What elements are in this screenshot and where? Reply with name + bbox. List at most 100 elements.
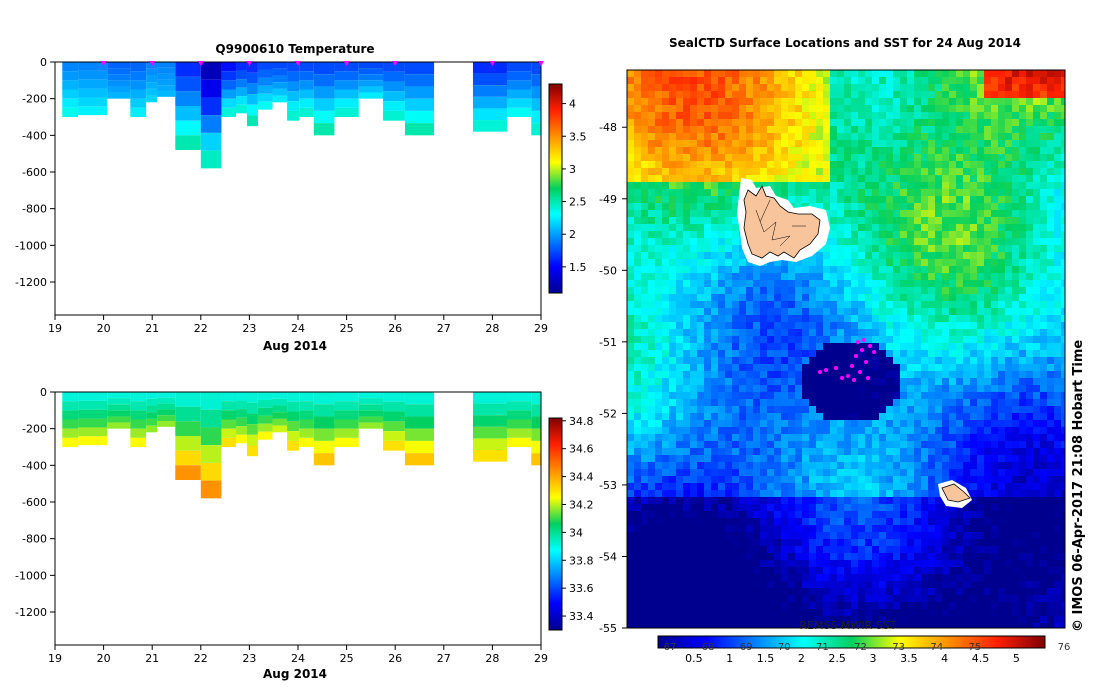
temperature-profile-cell: [200, 79, 222, 98]
salinity-profile-cell: [200, 445, 222, 463]
salinity-profile-cell: [221, 392, 237, 402]
salinity-profile-cell: [404, 428, 435, 441]
sst-colorbar-tick-label: 3.5: [900, 652, 918, 665]
temperature-colorbar-tick-label: 1.5: [569, 261, 587, 274]
seal-location-point: [860, 348, 864, 352]
sst-colorbar-fahrenheit-label: 70: [778, 642, 791, 653]
salinity-colorbar-tick-label: 34: [569, 526, 583, 539]
profile-marker: [100, 61, 107, 66]
salinity-profile-cell: [62, 392, 79, 402]
salinity-profile-cell: [62, 428, 79, 438]
temperature-profile-cell: [334, 80, 359, 90]
salinity-profile-cell: [334, 410, 359, 420]
sst-colorbar-tick-label: 5: [1013, 652, 1020, 665]
salinity-profile-cell: [246, 424, 258, 435]
temperature-profile-cell: [146, 88, 158, 96]
salinity-profile-cell: [130, 410, 147, 420]
salinity-profile-cell: [236, 426, 247, 435]
island-large-land: [743, 185, 821, 259]
salinity-profile-cell: [157, 421, 176, 427]
island-small-land: [941, 483, 971, 503]
salinity-profile-cell: [146, 418, 158, 426]
temperature-profile-cell: [358, 74, 384, 81]
temperature-profile-cell: [221, 71, 237, 81]
salinity-profile-cell: [236, 409, 247, 418]
map-subtitle: REMSS MWIR SST: [800, 619, 897, 632]
salinity-profile-cell: [130, 437, 147, 447]
salinity-profile-cell: [404, 416, 435, 429]
temperature-profile-cell: [506, 62, 532, 72]
seal-location-point: [856, 340, 860, 344]
temperature-profile-cell: [334, 98, 359, 108]
salinity-profile-cell: [236, 400, 247, 410]
temperature-profile-cell: [506, 89, 532, 99]
map-y-tick-label: -48: [599, 121, 617, 134]
salinity-profile-cell: [221, 437, 237, 447]
salinity-profile-cell: [472, 403, 507, 416]
profile-marker: [197, 61, 204, 66]
temperature-profile-cell: [200, 62, 222, 80]
salinity-profile-cell: [200, 409, 222, 428]
temperature-profile-cell: [383, 110, 405, 121]
temperature-profile-cell: [157, 85, 176, 92]
salinity-profile-cell: [62, 419, 79, 429]
sst-colorbar-tick-label: 2: [798, 652, 805, 665]
temperature-profile-cell: [299, 98, 314, 108]
temperature-profile-cell: [157, 73, 176, 80]
salinity-profile-cell: [531, 416, 541, 429]
seal-location-point: [872, 350, 876, 354]
sst-colorbar-fahrenheit-label: 73: [892, 642, 905, 653]
temperature-profile-cell: [157, 91, 176, 97]
temperature-profile-cell: [130, 62, 147, 72]
temperature-profile-cell: [299, 89, 314, 99]
map-y-tick-label: -50: [599, 264, 617, 277]
temperature-profile-cell: [334, 62, 359, 72]
temperature-profile-cell: [257, 77, 273, 86]
salinity-profile-cell: [175, 421, 201, 436]
temperature-profile-cell: [383, 101, 405, 111]
salinity-profile-cell: [146, 398, 158, 406]
temperature-xlabel: Aug 2014: [263, 339, 327, 353]
salinity-profile-cell: [272, 418, 288, 426]
salinity-profile-cell: [200, 462, 222, 481]
temperature-profile-cell: [506, 71, 532, 81]
temperature-colorbar-tick-label: 2: [569, 228, 576, 241]
salinity-profile-cell: [130, 419, 147, 429]
salinity-profile-cell: [146, 392, 158, 399]
salinity-profile-cell: [299, 392, 314, 402]
temperature-profile-cell: [107, 80, 131, 87]
salinity-profile-cell: [175, 465, 201, 480]
salinity-colorbar-tick-label: 34.8: [569, 415, 594, 428]
map-title: SealCTD Surface Locations and SST for 24…: [669, 36, 1021, 50]
salinity-profile-cell: [157, 415, 176, 422]
temperature-profile-cell: [246, 115, 258, 127]
salinity-profile-cell: [404, 440, 435, 454]
salinity-profile-cell: [257, 423, 273, 432]
temperature-profile-cell: [313, 62, 335, 75]
map-y-tick-label: -55: [599, 622, 617, 635]
seal-location-point: [868, 344, 872, 348]
salinity-y-tick-label: -1000: [15, 569, 47, 582]
temperature-profile-cell: [272, 62, 288, 69]
salinity-profile-cell: [272, 412, 288, 419]
salinity-profile-cell: [313, 453, 335, 466]
salinity-profile-cell: [531, 440, 541, 454]
temperature-profile-cell: [78, 70, 108, 80]
profile-marker: [538, 61, 544, 66]
salinity-profile-cell: [287, 431, 300, 441]
sst-colorbar-fahrenheit-label: 71: [816, 642, 829, 653]
temperature-profile-cell: [246, 104, 258, 116]
temperature-profile-cell: [221, 80, 237, 90]
temperature-profile-cell: [531, 98, 541, 111]
salinity-colorbar-tick-label: 34.4: [569, 471, 594, 484]
salinity-x-tick-label: 21: [145, 652, 159, 665]
temperature-profile-cell: [287, 101, 300, 111]
temperature-profile-cell: [78, 62, 108, 71]
sst-colorbar-fahrenheit-label: 75: [968, 642, 981, 653]
salinity-profile-cell: [358, 392, 384, 399]
seal-location-point: [818, 370, 822, 374]
temperature-colorbar-ticks: 1.5 2 2.5 3 3.5 4: [562, 98, 587, 274]
temperature-x-tick-label: 21: [145, 322, 159, 335]
salinity-profile-cell: [334, 428, 359, 438]
temperature-profile-cell: [78, 97, 108, 107]
